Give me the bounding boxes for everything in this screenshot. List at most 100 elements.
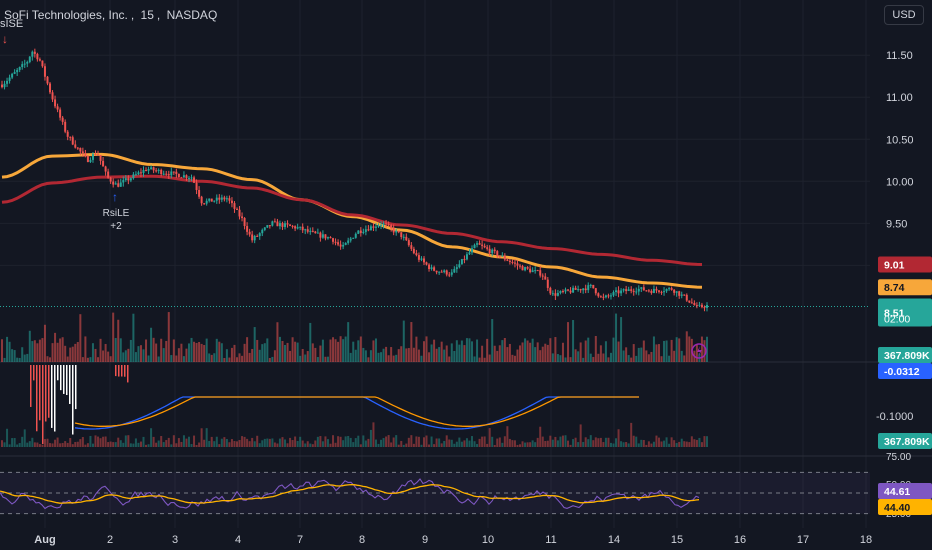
candle-body xyxy=(554,293,557,296)
candle-body xyxy=(546,279,549,288)
candle-body xyxy=(49,83,52,93)
volume-bar xyxy=(675,337,678,362)
volume-bar xyxy=(59,443,62,447)
volume-bar xyxy=(352,341,355,362)
candle-body xyxy=(458,264,461,268)
volume-bar xyxy=(198,442,201,447)
volume-bar xyxy=(145,444,148,447)
volume-bar xyxy=(213,353,216,362)
volume-bar xyxy=(193,341,196,362)
volume-bar xyxy=(546,440,549,447)
volume-bar xyxy=(438,438,441,447)
volume-bar xyxy=(556,440,559,447)
volume-bar xyxy=(390,347,393,362)
volume-bar xyxy=(450,343,453,362)
candle-body xyxy=(316,232,319,234)
volume-bar xyxy=(11,349,14,362)
volume-bar xyxy=(668,355,671,362)
volume-bar xyxy=(150,327,153,362)
volume-bar xyxy=(425,336,428,362)
volume-bar xyxy=(43,439,46,447)
candle-body xyxy=(253,236,256,241)
volume-bar xyxy=(486,443,489,447)
volume-bar xyxy=(415,436,418,447)
volume-bar xyxy=(539,426,542,447)
volume-bar xyxy=(104,343,107,362)
volume-bar xyxy=(508,438,511,447)
price-tick-label: 10.50 xyxy=(886,134,914,146)
candle-body xyxy=(369,226,372,231)
currency-button[interactable]: USD xyxy=(884,5,924,25)
volume-bar xyxy=(481,345,484,362)
volume-bar xyxy=(665,340,668,362)
volume-bar xyxy=(465,338,468,362)
candle-body xyxy=(31,51,34,57)
volume-bar xyxy=(314,440,317,447)
volume-bar xyxy=(640,347,643,362)
volume-bar xyxy=(663,340,666,362)
volume-bar xyxy=(109,441,112,447)
volume-bar xyxy=(304,354,307,362)
volume-bar xyxy=(410,322,413,362)
candle-body xyxy=(481,244,484,246)
volume-bar xyxy=(299,355,302,362)
candle-body xyxy=(122,180,125,183)
volume-bar xyxy=(112,442,115,447)
candle-body xyxy=(124,178,127,181)
candle-body xyxy=(395,230,398,233)
volume-bar xyxy=(706,336,708,362)
volume-bar xyxy=(402,320,405,362)
volume-bar xyxy=(460,441,463,447)
candle-body xyxy=(59,109,62,118)
volume-bar xyxy=(203,439,206,447)
volume-bar xyxy=(476,339,479,362)
volume-bar xyxy=(645,444,648,447)
volume-bar xyxy=(344,336,347,362)
volume-bar xyxy=(61,442,64,447)
price-tick-label: 10.00 xyxy=(886,176,914,188)
candle-body xyxy=(74,144,77,148)
volume-bar xyxy=(309,322,312,362)
volume-bar xyxy=(364,350,367,362)
candle-body xyxy=(225,198,228,200)
rsi-signal-tag-bg xyxy=(878,499,932,515)
candle-body xyxy=(652,288,655,293)
candle-body xyxy=(177,173,180,178)
volume-bar xyxy=(79,439,82,447)
countdown-label: 02:00 xyxy=(884,314,910,326)
candle-body xyxy=(170,171,173,176)
oscillator-bar xyxy=(48,365,50,418)
candle-body xyxy=(233,203,236,209)
volume-bar xyxy=(493,345,496,362)
volume-bar xyxy=(175,443,178,447)
volume-bar xyxy=(344,436,347,447)
volume-bar xyxy=(205,338,208,362)
volume-bar xyxy=(349,437,352,447)
candle-body xyxy=(534,270,537,272)
volume-bar xyxy=(597,353,600,362)
volume-bar xyxy=(584,340,587,362)
symbol-name: SoFi Technologies, Inc. xyxy=(4,8,128,22)
candle-body xyxy=(362,231,365,233)
volume-bar xyxy=(64,441,67,447)
candle-body xyxy=(296,227,299,229)
volume-bar xyxy=(428,352,431,362)
candle-body xyxy=(544,276,547,280)
volume-bar xyxy=(617,429,620,447)
volume-bar xyxy=(339,436,342,447)
volume-bar xyxy=(49,357,52,362)
volume-bar xyxy=(569,357,572,362)
volume-bar xyxy=(1,440,3,447)
volume-bar xyxy=(306,441,309,447)
candle-body xyxy=(695,305,698,307)
candle-body xyxy=(208,198,211,201)
candle-body xyxy=(266,225,269,228)
volume-bar xyxy=(420,355,423,362)
candle-body xyxy=(617,290,620,294)
volume-bar xyxy=(700,442,703,447)
time-axis[interactable]: Aug 2 3 4 7 8 9 10 11 14 15 16 17 18 xyxy=(34,534,872,546)
candle-body xyxy=(334,241,337,243)
volume-bar xyxy=(556,354,559,362)
candle-body xyxy=(506,259,509,261)
